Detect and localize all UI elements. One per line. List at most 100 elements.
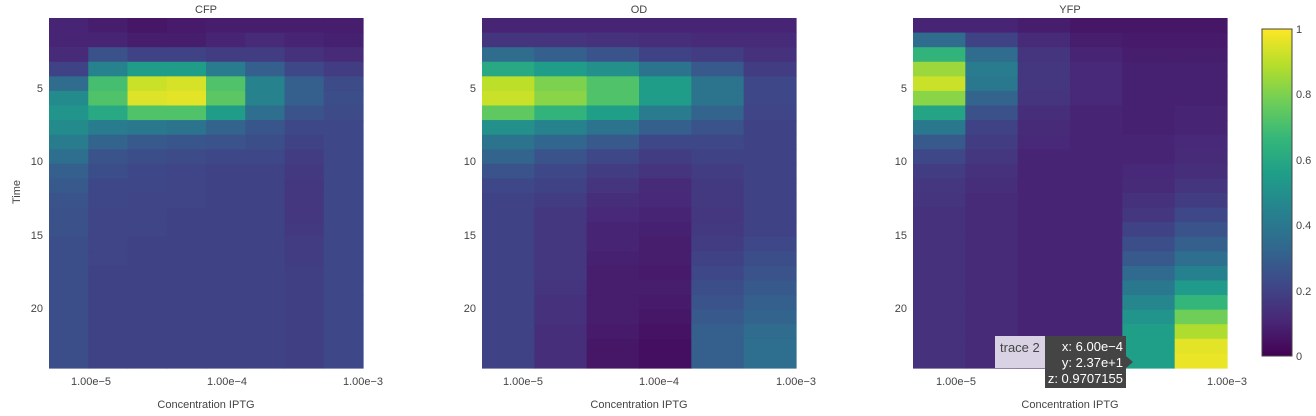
heatmap-cell[interactable] [482,207,535,223]
heatmap-cell[interactable] [323,251,364,267]
heatmap-cell[interactable] [913,61,966,77]
heatmap-cell[interactable] [88,309,129,325]
heatmap-cell[interactable] [1174,76,1228,92]
heatmap-cell[interactable] [482,309,535,325]
heatmap-cell[interactable] [913,120,966,136]
heatmap-cell[interactable] [1017,76,1071,92]
heatmap-cell[interactable] [482,324,535,340]
heatmap-cell[interactable] [743,32,797,48]
heatmap-cell[interactable] [1017,32,1071,48]
heatmap-cell[interactable] [1174,353,1228,369]
heatmap-cell[interactable] [127,280,168,296]
heatmap-cell[interactable] [284,134,325,150]
heatmap-cell[interactable] [586,61,640,77]
heatmap-cell[interactable] [1070,105,1123,121]
heatmap-cell[interactable] [49,178,89,194]
heatmap-cell[interactable] [49,134,89,150]
heatmap-cell[interactable] [245,120,286,136]
heatmap-cell[interactable] [206,90,246,107]
heatmap-cell[interactable] [534,295,588,311]
heatmap-cell[interactable] [639,251,692,267]
heatmap-cell[interactable] [245,134,286,150]
heatmap-cell[interactable] [127,90,168,107]
heatmap-cell[interactable] [586,163,640,180]
heatmap-cell[interactable] [1174,120,1228,136]
heatmap-cell[interactable] [127,105,168,121]
heatmap-cell[interactable] [913,280,966,296]
heatmap-cell[interactable] [1122,149,1176,165]
heatmap-cell[interactable] [166,178,207,194]
heatmap-cell[interactable] [639,18,692,34]
heatmap-cell[interactable] [1017,309,1071,325]
heatmap-cell[interactable] [534,324,588,340]
heatmap-cell[interactable] [1122,251,1176,267]
heatmap-cell[interactable] [127,76,168,92]
heatmap-cell[interactable] [166,105,207,121]
heatmap-cell[interactable] [127,222,168,238]
heatmap-cell[interactable] [1017,105,1071,121]
heatmap-cell[interactable] [166,163,207,180]
heatmap-cell[interactable] [586,90,640,107]
heatmap-cell[interactable] [206,47,246,63]
heatmap-cell[interactable] [1174,163,1228,180]
heatmap-cell[interactable] [1174,18,1228,34]
heatmap-cell[interactable] [913,295,966,311]
heatmap-cell[interactable] [482,178,535,194]
heatmap-cell[interactable] [639,120,692,136]
heatmap-cell[interactable] [323,353,364,369]
heatmap-cell[interactable] [88,149,129,165]
heatmap-cell[interactable] [1122,353,1176,369]
heatmap-cell[interactable] [743,90,797,107]
heatmap-cell[interactable] [245,295,286,311]
heatmap-cell[interactable] [639,265,692,282]
heatmap-cell[interactable] [206,61,246,77]
heatmap-cell[interactable] [49,18,89,34]
heatmap-cell[interactable] [284,236,325,252]
heatmap-cell[interactable] [1122,163,1176,180]
heatmap-cell[interactable] [206,120,246,136]
heatmap-od[interactable] [482,18,797,369]
heatmap-cell[interactable] [586,32,640,48]
heatmap-cell[interactable] [323,32,364,48]
heatmap-cell[interactable] [88,90,129,107]
heatmap-cell[interactable] [586,105,640,121]
heatmap-cell[interactable] [1174,222,1228,238]
heatmap-cell[interactable] [88,222,129,238]
heatmap-cell[interactable] [1070,163,1123,180]
heatmap-cell[interactable] [1070,90,1123,107]
heatmap-cell[interactable] [1017,207,1071,223]
heatmap-cell[interactable] [965,324,1019,340]
heatmap-cell[interactable] [245,32,286,48]
heatmap-cell[interactable] [323,76,364,92]
heatmap-cell[interactable] [1174,309,1228,325]
heatmap-cell[interactable] [49,295,89,311]
heatmap-cell[interactable] [1122,309,1176,325]
heatmap-cell[interactable] [206,207,246,223]
heatmap-cell[interactable] [965,207,1019,223]
heatmap-cell[interactable] [49,222,89,238]
heatmap-cell[interactable] [323,90,364,107]
heatmap-cell[interactable] [284,265,325,282]
heatmap-cell[interactable] [743,18,797,34]
heatmap-cell[interactable] [639,134,692,150]
heatmap-cell[interactable] [206,222,246,238]
heatmap-cell[interactable] [639,338,692,355]
heatmap-cell[interactable] [743,76,797,92]
heatmap-cell[interactable] [88,134,129,150]
heatmap-cell[interactable] [1122,18,1176,34]
heatmap-cell[interactable] [1070,178,1123,194]
heatmap-cell[interactable] [913,90,966,107]
heatmap-cell[interactable] [1122,324,1176,340]
heatmap-cell[interactable] [913,353,966,369]
heatmap-cell[interactable] [691,61,745,77]
heatmap-cell[interactable] [691,265,745,282]
heatmap-cell[interactable] [245,353,286,369]
heatmap-cell[interactable] [323,18,364,34]
heatmap-yfp[interactable] [913,18,1228,369]
heatmap-cell[interactable] [88,251,129,267]
heatmap-cell[interactable] [245,222,286,238]
heatmap-cell[interactable] [166,193,207,209]
heatmap-cell[interactable] [743,309,797,325]
heatmap-cell[interactable] [586,47,640,63]
heatmap-cell[interactable] [534,47,588,63]
